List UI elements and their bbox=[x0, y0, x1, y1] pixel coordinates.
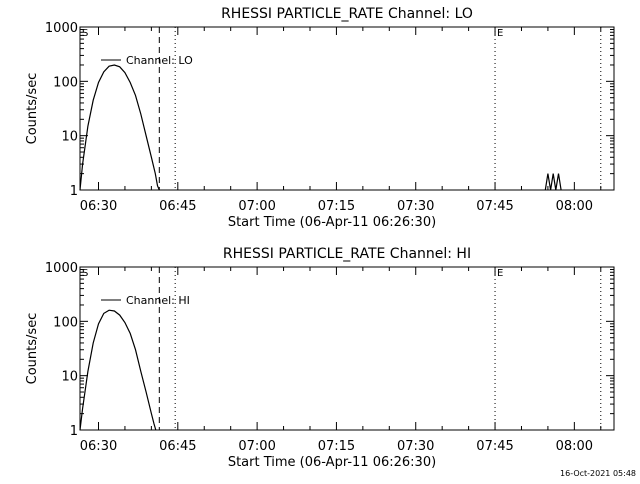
chart-panel-hi: RHESSI PARTICLE_RATE Channel: HI 1 10 100 10… bbox=[25, 246, 615, 470]
x-tick-label: 07:45 bbox=[476, 439, 513, 454]
x-tick-label: 06:30 bbox=[80, 439, 117, 454]
x-axis-label: Start Time (06-Apr-11 06:26:30) bbox=[228, 215, 436, 230]
series-line-lo-0 bbox=[79, 64, 160, 191]
x-tick-label: 08:00 bbox=[556, 439, 593, 454]
x-tick-label: 06:45 bbox=[159, 439, 196, 454]
plot-frame bbox=[79, 266, 615, 431]
y-axis-label: Counts/sec bbox=[25, 73, 40, 145]
series-line-lo-1 bbox=[544, 173, 562, 191]
y-tick-label: 100 bbox=[53, 315, 78, 330]
chart-title: RHESSI PARTICLE_RATE Channel: LO bbox=[221, 6, 473, 22]
y-tick-label: 1 bbox=[70, 424, 78, 439]
x-tick-label: 06:30 bbox=[80, 199, 117, 214]
x-tick-label: 07:00 bbox=[238, 439, 275, 454]
end-marker-label: E bbox=[497, 268, 503, 279]
chart-panel-lo: RHESSI PARTICLE_RATE Channel: LO 1 10 100 10… bbox=[25, 6, 615, 230]
y-tick-label: 100 bbox=[53, 75, 78, 90]
x-tick-label: 07:30 bbox=[397, 199, 434, 214]
y-tick-label: 1 bbox=[70, 184, 78, 199]
legend-label: Channel: LO bbox=[126, 54, 193, 67]
y-tick-label: 10 bbox=[61, 130, 78, 145]
x-axis-label: Start Time (06-Apr-11 06:26:30) bbox=[228, 455, 436, 470]
y-tick-label: 10 bbox=[61, 370, 78, 385]
legend-label: Channel: HI bbox=[126, 294, 190, 307]
y-axis-label: Counts/sec bbox=[25, 313, 40, 385]
start-marker-label: S bbox=[82, 268, 88, 279]
y-tick-label: 1000 bbox=[45, 21, 78, 36]
chart-title: RHESSI PARTICLE_RATE Channel: HI bbox=[223, 246, 471, 262]
x-tick-label: 06:45 bbox=[159, 199, 196, 214]
plot-timestamp: 16-Oct-2021 05:48 bbox=[560, 469, 636, 478]
series-line-hi-0 bbox=[79, 309, 157, 431]
y-tick-label: 1000 bbox=[45, 261, 78, 276]
plot-frame bbox=[79, 26, 615, 191]
x-tick-label: 07:00 bbox=[238, 199, 275, 214]
x-tick-label: 08:00 bbox=[556, 199, 593, 214]
end-marker-label: E bbox=[497, 28, 503, 39]
start-marker-label: S bbox=[82, 28, 88, 39]
x-tick-label: 07:30 bbox=[397, 439, 434, 454]
x-tick-label: 07:45 bbox=[476, 199, 513, 214]
x-tick-label: 07:15 bbox=[318, 199, 355, 214]
x-tick-label: 07:15 bbox=[318, 439, 355, 454]
